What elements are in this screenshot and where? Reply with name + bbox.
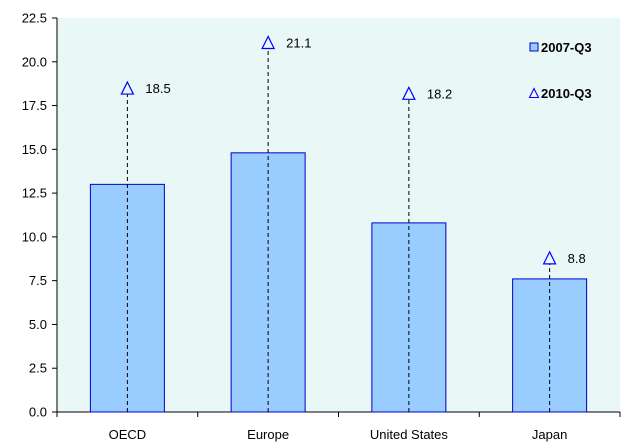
y-axis: 0.0 2.5 5.0 7.5 10.0 12.5 15.0 17.5 20.0 22.5 [22,11,58,420]
y-tick-label: 7.5 [29,273,47,288]
legend-label: 2007-Q3 [541,40,592,55]
marker-series-2010-q3: 18.5 21.1 18.2 8.8 [120,35,586,412]
y-tick-label: 5.0 [29,317,47,332]
y-tick-label: 10.0 [22,229,47,244]
x-category-label: Europe [247,427,289,442]
data-label: 21.1 [286,36,311,51]
triangle-marker [542,250,557,265]
triangle-marker [261,35,276,50]
y-tick-label: 15.0 [22,142,47,157]
data-label: 18.5 [145,81,170,96]
triangle-marker [120,80,135,95]
legend: 2007-Q3 2010-Q3 [528,40,592,101]
y-tick-label: 20.0 [22,54,47,69]
data-label: 18.2 [427,86,452,101]
y-tick-label: 0.0 [29,405,47,420]
x-category-label: Japan [532,427,567,442]
y-tick-label: 17.5 [22,98,47,113]
legend-swatch-triangle [528,87,540,99]
triangle-marker [401,85,416,100]
x-axis: OECD Europe United States Japan [56,411,621,442]
y-tick-label: 2.5 [29,361,47,376]
y-tick-label: 12.5 [22,186,47,201]
legend-swatch-bar [529,42,539,52]
legend-label: 2010-Q3 [541,86,592,101]
x-category-label: United States [370,427,449,442]
data-label: 8.8 [568,251,586,266]
x-category-label: OECD [109,427,147,442]
y-tick-label: 22.5 [22,11,47,26]
